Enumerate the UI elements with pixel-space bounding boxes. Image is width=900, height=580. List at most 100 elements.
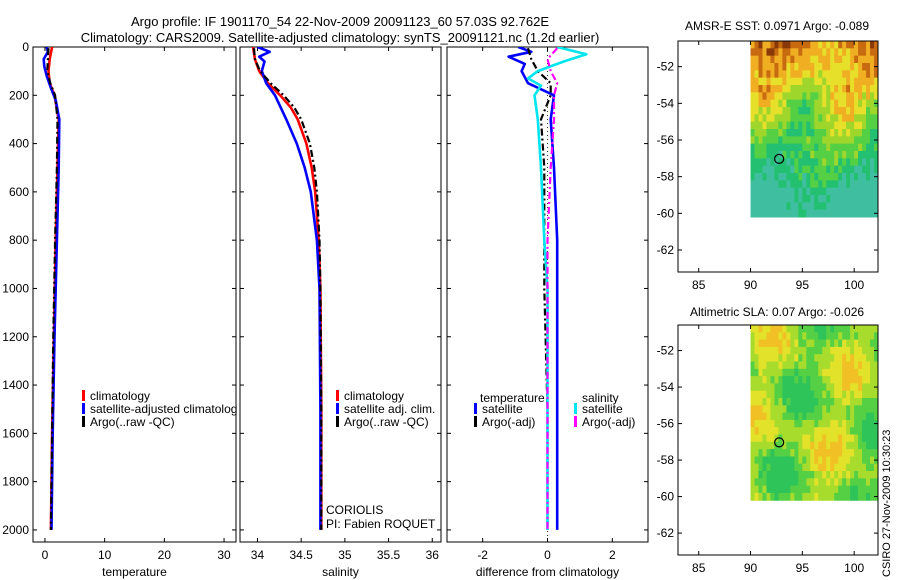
sla-heatmap-cell	[838, 398, 843, 406]
sst-heatmap-cell	[798, 136, 803, 145]
sla-heatmap-cell	[870, 339, 875, 348]
sst-heatmap-cell	[866, 209, 871, 218]
sst-heatmap-cell	[750, 55, 756, 64]
sla-heatmap-cell	[850, 368, 855, 377]
sst-heatmap-cell	[834, 99, 839, 108]
sst-heatmap-cell	[814, 136, 819, 145]
sst-heatmap-cell	[846, 143, 851, 152]
sla-heatmap-cell	[854, 427, 859, 436]
sla-heatmap-cell	[806, 383, 811, 392]
sla-heatmap-cell	[766, 419, 771, 428]
sst-heatmap-cell	[802, 180, 807, 189]
sst-heatmap-cell	[758, 85, 763, 93]
sla-heatmap-cell	[814, 434, 819, 443]
sla-heatmap-cell	[770, 412, 775, 421]
sst-heatmap-cell	[750, 173, 756, 181]
sla-heatmap-cell	[774, 368, 779, 377]
sst-heatmap-cell	[850, 99, 855, 108]
sst-heatmap-cell	[790, 173, 795, 181]
sla-heatmap-cell	[858, 405, 863, 414]
sst-heatmap-cell	[794, 114, 799, 123]
sla-heatmap-cell	[858, 325, 863, 333]
sla-heatmap-cell	[802, 390, 807, 399]
sla-heatmap-cell	[774, 463, 779, 472]
sla-heatmap-cell	[818, 390, 823, 399]
sst-heatmap-cell	[850, 85, 855, 93]
sla-heatmap-cell	[842, 434, 847, 443]
sla-heatmap-cell	[818, 456, 823, 465]
sla-heatmap-cell	[854, 434, 859, 443]
sla-heatmap-cell	[858, 346, 863, 355]
sst-heatmap-cell	[830, 107, 835, 115]
sst-heatmap-cell	[782, 180, 787, 189]
sla-heatmap-cell	[750, 478, 756, 487]
sla-heatmap-cell	[846, 463, 851, 472]
sst-heatmap-cell	[830, 48, 835, 57]
sla-heatmap-cell	[826, 449, 831, 457]
sla-heatmap-cell	[846, 456, 851, 465]
sla-heatmap-cell	[822, 339, 827, 348]
sla-heatmap-cell	[866, 339, 871, 348]
sla-heatmap-cell	[818, 492, 823, 501]
sla-heatmap-cell	[862, 339, 867, 348]
sla-heatmap-cell	[750, 390, 756, 399]
sst-heatmap-cell	[822, 63, 827, 71]
sla-heatmap-cell	[778, 354, 783, 363]
sst-heatmap-cell	[834, 187, 839, 196]
sla-heatmap-cell	[810, 419, 815, 428]
sst-heatmap-cell	[762, 173, 767, 181]
sla-heatmap-cell	[778, 427, 783, 436]
sla-heatmap-cell	[782, 485, 787, 494]
sst-heatmap-cell	[830, 77, 835, 86]
sla-heatmap-cell	[846, 376, 851, 384]
sal-legend-swatch	[336, 403, 339, 414]
sst-heatmap-cell	[830, 121, 835, 130]
sla-heatmap-cell	[830, 441, 835, 450]
sla-heatmap-cell	[862, 412, 867, 421]
sla-heatmap-cell	[798, 346, 803, 355]
sst-heatmap-cell	[794, 99, 799, 108]
sla-heatmap-cell	[750, 456, 756, 465]
sla-heatmap-cell	[842, 339, 847, 348]
sst-heatmap-cell	[770, 107, 775, 115]
sst-heatmap-cell	[758, 165, 763, 174]
sla-heatmap-cell	[786, 339, 791, 348]
sst-heatmap-cell	[818, 48, 823, 57]
sst-heatmap-cell	[762, 151, 767, 159]
sst-heatmap-cell	[870, 55, 875, 64]
sla-heatmap-cell	[850, 346, 855, 355]
sla-heatmap-cell	[838, 478, 843, 487]
sla-heatmap-cell	[758, 471, 763, 479]
sst-heatmap-cell	[774, 121, 779, 130]
sst-heatmap-cell	[814, 209, 819, 218]
sst-heatmap-cell	[854, 143, 859, 152]
sla-heatmap-cell	[750, 485, 756, 494]
sst-heatmap-cell	[862, 151, 867, 159]
sla-heatmap-cell	[866, 332, 871, 341]
sla-heatmap-cell	[774, 390, 779, 399]
sst-heatmap-cell	[822, 158, 827, 167]
sla-heatmap-cell	[866, 346, 871, 355]
sst-heatmap-cell	[810, 107, 815, 115]
sla-heatmap-cell	[834, 412, 839, 421]
sst-heatmap-cell	[806, 85, 811, 93]
sla-heatmap-cell	[830, 419, 835, 428]
sst-heatmap-cell	[842, 92, 847, 101]
sst-heatmap-cell	[794, 70, 799, 79]
sst-heatmap-cell	[870, 209, 875, 218]
sst-heatmap-cell	[858, 70, 863, 79]
sla-heatmap-cell	[786, 361, 791, 370]
sst-heatmap-cell	[806, 121, 811, 130]
sla-heatmap-cell	[814, 412, 819, 421]
sla-heatmap-cell	[782, 383, 787, 392]
sst-heatmap-cell	[794, 121, 799, 130]
sst-heatmap-cell	[810, 173, 815, 181]
sla-map-title: Altimetric SLA: 0.07 Argo: -0.026	[690, 305, 864, 319]
sla-heatmap-cell	[870, 485, 875, 494]
sla-heatmap-cell	[854, 456, 859, 465]
sla-heatmap-cell	[854, 478, 859, 487]
sla-heatmap-cell	[778, 441, 783, 450]
sla-heatmap-cell	[750, 383, 756, 392]
sla-heatmap-cell	[794, 339, 799, 348]
sla-heatmap-cell	[782, 405, 787, 414]
